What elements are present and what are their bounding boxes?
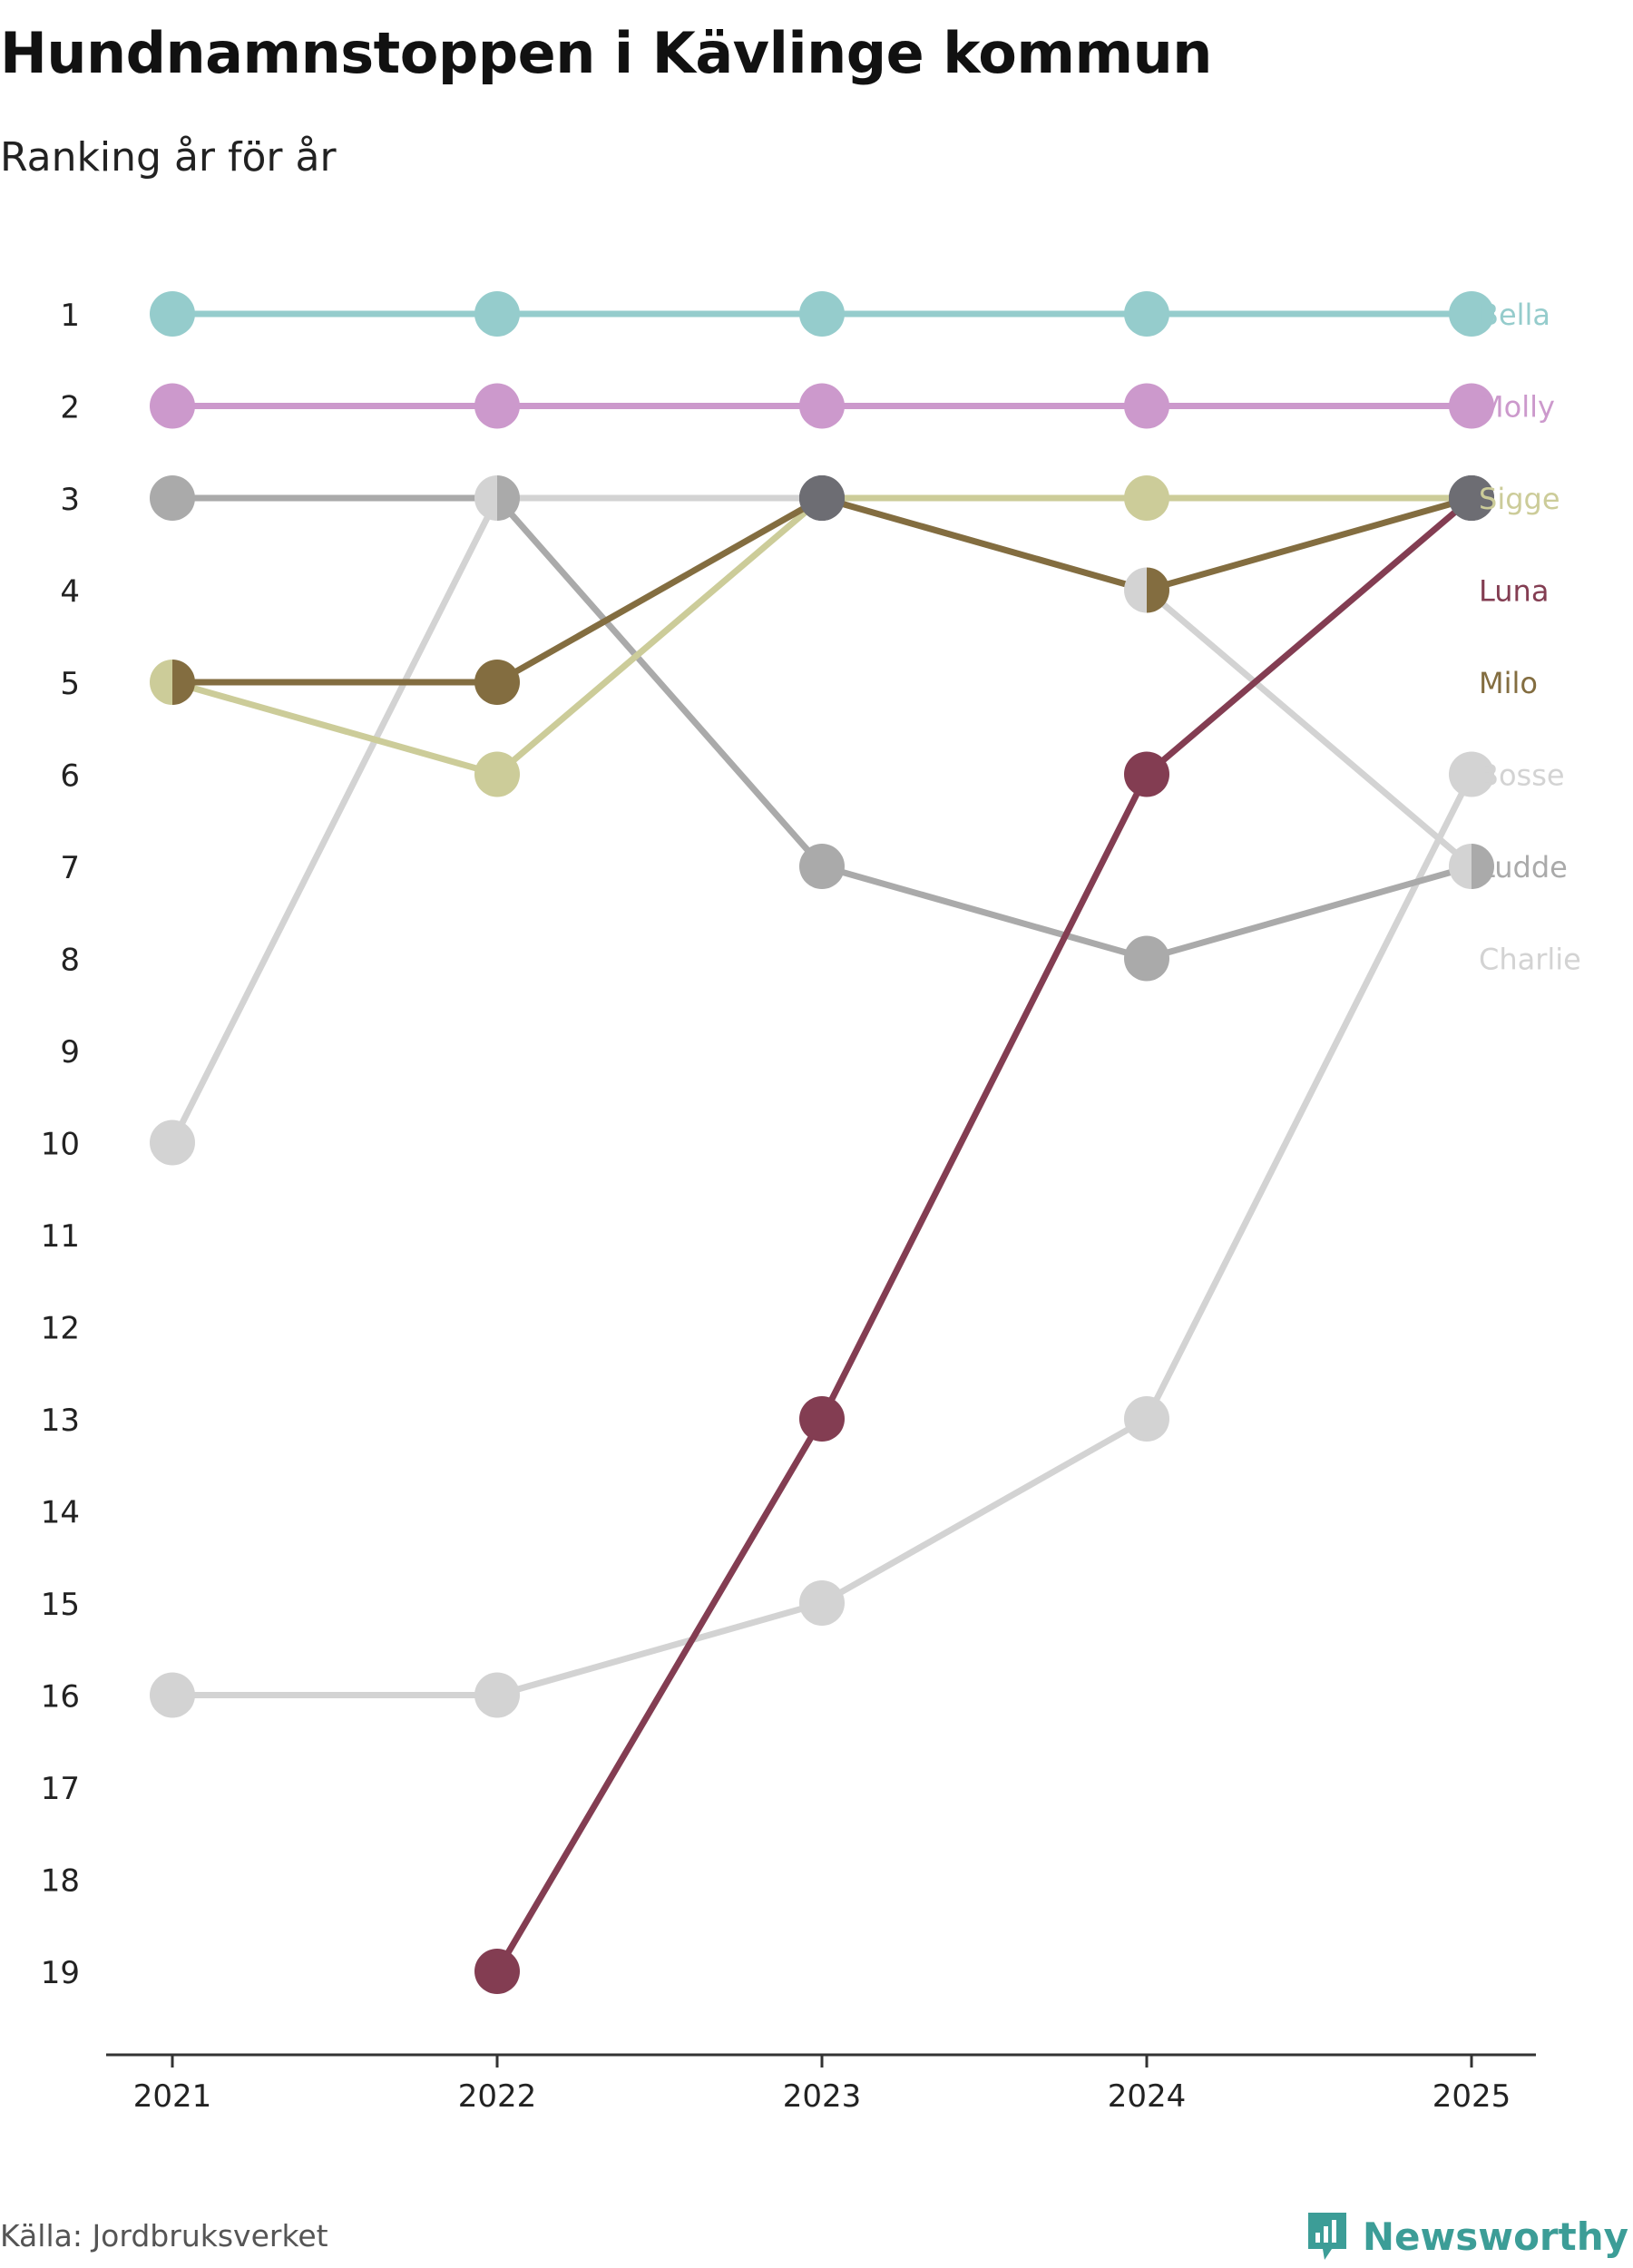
brand-logo[interactable]: Newsworthy — [1305, 2209, 1628, 2263]
point-charlie[interactable] — [1449, 844, 1472, 889]
x-tick-label: 2022 — [458, 2078, 537, 2115]
point-bosse[interactable] — [474, 1672, 520, 1718]
x-axis: 2021 2022 2023 2024 2025 — [106, 2053, 1536, 2115]
point-ludde[interactable] — [799, 844, 845, 889]
x-tick-label: 2024 — [1108, 2078, 1187, 2115]
point-bosse[interactable] — [799, 1580, 845, 1626]
brand-name: Newsworthy — [1362, 2214, 1628, 2259]
series-labels: Bella Molly Sigge Luna Milo Bosse Ludde Charlie — [1479, 298, 1581, 977]
series-label-milo: Milo — [1479, 666, 1538, 700]
series-line-bosse — [169, 771, 1475, 1698]
point-ludde[interactable] — [497, 475, 520, 521]
y-tick-label: 14 — [41, 1495, 80, 1531]
point-ludde[interactable] — [1124, 935, 1169, 982]
y-tick-label: 5 — [60, 666, 80, 702]
point-bella[interactable] — [1449, 291, 1494, 337]
y-tick-label: 10 — [41, 1127, 80, 1163]
point-bosse[interactable] — [1124, 1396, 1169, 1442]
series-label-sigge: Sigge — [1479, 482, 1560, 516]
series-label-charlie: Charlie — [1479, 943, 1581, 977]
y-tick-label: 19 — [41, 1955, 80, 1991]
y-tick-label: 3 — [60, 482, 80, 518]
point-bosse[interactable] — [150, 1672, 195, 1718]
series-label-luna: Luna — [1479, 574, 1549, 609]
series-label-molly: Molly — [1479, 390, 1555, 425]
point-milo[interactable] — [799, 475, 845, 521]
point-ludde[interactable] — [150, 475, 195, 521]
point-molly[interactable] — [799, 383, 845, 429]
point-molly[interactable] — [1449, 383, 1494, 429]
series-line-ludde — [169, 494, 1475, 962]
chart-title: Hundnamnstoppen i Kävlinge kommun — [0, 20, 1212, 86]
y-tick-label: 18 — [41, 1863, 80, 1900]
point-molly[interactable] — [1124, 383, 1169, 429]
point-luna[interactable] — [474, 1949, 520, 1994]
point-molly[interactable] — [150, 383, 195, 429]
y-tick-label: 4 — [60, 574, 80, 611]
series-label-ludde: Ludde — [1479, 850, 1568, 885]
series-lines — [169, 310, 1475, 1975]
y-tick-label: 11 — [41, 1218, 80, 1255]
point-ludde[interactable] — [1472, 844, 1494, 889]
y-tick-label: 8 — [60, 943, 80, 979]
source-note: Källa: Jordbruksverket — [0, 2218, 328, 2253]
point-sigge[interactable] — [150, 660, 172, 705]
point-charlie[interactable] — [150, 1119, 195, 1166]
series-label-bosse: Bosse — [1479, 758, 1565, 793]
point-sigge[interactable] — [1124, 475, 1169, 521]
point-bella[interactable] — [1124, 291, 1169, 337]
y-tick-label: 7 — [60, 850, 80, 886]
series-points — [150, 291, 1494, 1994]
point-milo[interactable] — [172, 660, 195, 705]
point-luna[interactable] — [799, 1396, 845, 1442]
point-molly[interactable] — [474, 383, 520, 429]
point-luna[interactable] — [1449, 475, 1494, 521]
y-tick-label: 15 — [41, 1587, 80, 1623]
point-charlie[interactable] — [1124, 567, 1147, 613]
y-tick-label: 6 — [60, 758, 80, 795]
y-tick-label: 1 — [60, 298, 80, 334]
x-tick-label: 2023 — [783, 2078, 862, 2115]
point-luna[interactable] — [1124, 751, 1169, 797]
y-tick-label: 13 — [41, 1403, 80, 1439]
series-line-charlie — [169, 494, 1475, 1146]
series-line-milo — [169, 494, 1475, 686]
y-tick-label: 12 — [41, 1311, 80, 1347]
point-charlie[interactable] — [474, 475, 497, 521]
y-tick-label: 17 — [41, 1771, 80, 1807]
y-tick-label: 2 — [60, 390, 80, 426]
x-tick-label: 2021 — [133, 2078, 212, 2115]
point-milo[interactable] — [1147, 567, 1169, 613]
series-line-luna — [494, 494, 1475, 1975]
newsworthy-icon — [1307, 2213, 1346, 2260]
series-label-bella: Bella — [1479, 298, 1550, 332]
point-milo[interactable] — [474, 660, 520, 705]
point-bella[interactable] — [474, 291, 520, 337]
point-bosse[interactable] — [1449, 751, 1494, 797]
point-bella[interactable] — [799, 291, 845, 337]
chart-subtitle: Ranking år för år — [0, 134, 337, 181]
y-tick-label: 9 — [60, 1034, 80, 1070]
series-line-sigge — [169, 494, 1475, 777]
point-sigge[interactable] — [474, 751, 520, 797]
x-tick-label: 2025 — [1433, 2078, 1511, 2115]
y-tick-label: 16 — [41, 1679, 80, 1716]
point-bella[interactable] — [150, 291, 195, 337]
